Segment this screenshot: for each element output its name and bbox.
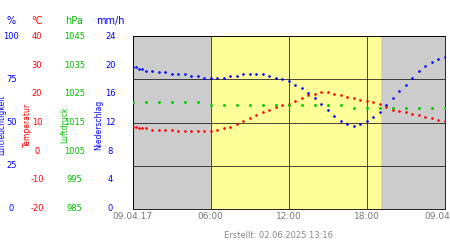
Text: 75: 75 bbox=[6, 75, 17, 84]
Text: 20: 20 bbox=[32, 89, 42, 98]
Text: 1025: 1025 bbox=[64, 89, 85, 98]
Text: 1035: 1035 bbox=[64, 60, 85, 70]
Text: Erstellt: 02.06.2025 13:16: Erstellt: 02.06.2025 13:16 bbox=[225, 231, 333, 240]
Text: 16: 16 bbox=[105, 89, 116, 98]
Text: 1005: 1005 bbox=[64, 147, 85, 156]
Text: mm/h: mm/h bbox=[96, 16, 125, 26]
Text: 0: 0 bbox=[108, 204, 113, 213]
Text: 20: 20 bbox=[105, 60, 116, 70]
Text: 25: 25 bbox=[6, 161, 17, 170]
Text: 1015: 1015 bbox=[64, 118, 85, 127]
Text: 985: 985 bbox=[66, 204, 82, 213]
Text: 8: 8 bbox=[108, 147, 113, 156]
Text: hPa: hPa bbox=[65, 16, 83, 26]
Text: 4: 4 bbox=[108, 176, 113, 184]
Bar bbox=[211, 36, 380, 209]
Text: Niederschlag: Niederschlag bbox=[94, 100, 104, 150]
Text: Luftdruck: Luftdruck bbox=[60, 107, 69, 143]
Text: 100: 100 bbox=[4, 32, 19, 41]
Text: -10: -10 bbox=[30, 176, 44, 184]
Text: 10: 10 bbox=[32, 118, 42, 127]
Text: 995: 995 bbox=[67, 176, 82, 184]
Text: Luftfeuchtigkeit: Luftfeuchtigkeit bbox=[0, 95, 6, 155]
Text: Temperatur: Temperatur bbox=[22, 103, 32, 147]
Text: 0: 0 bbox=[9, 204, 14, 213]
Text: 12: 12 bbox=[105, 118, 116, 127]
Text: 40: 40 bbox=[32, 32, 42, 41]
Text: 30: 30 bbox=[32, 60, 42, 70]
Text: °C: °C bbox=[31, 16, 43, 26]
Text: %: % bbox=[7, 16, 16, 26]
Text: -20: -20 bbox=[30, 204, 44, 213]
Text: 50: 50 bbox=[6, 118, 17, 127]
Text: 0: 0 bbox=[34, 147, 40, 156]
Text: 1045: 1045 bbox=[64, 32, 85, 41]
Text: 24: 24 bbox=[105, 32, 116, 41]
